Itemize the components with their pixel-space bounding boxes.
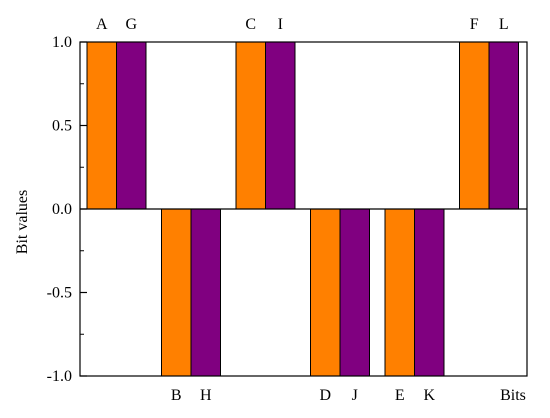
bar-label-c: C [245, 16, 256, 33]
y-tick-label: -1.0 [47, 368, 72, 385]
bar-c [235, 41, 266, 210]
bar-label-e: E [395, 387, 405, 404]
bar-label-b: B [171, 387, 182, 404]
x-axis-title: Bits [500, 387, 526, 404]
bar-h [190, 208, 221, 377]
bar-label-a: A [96, 16, 108, 33]
y-tick-label: -0.5 [47, 285, 72, 302]
bar-i [265, 41, 296, 210]
bar-label-f: F [470, 16, 479, 33]
y-tick-label: 1.0 [52, 34, 72, 51]
y-tick-label: 0.5 [52, 118, 72, 135]
bar-f [459, 41, 490, 210]
bar-label-h: H [200, 387, 212, 404]
bar-e [384, 208, 415, 377]
bar-label-d: D [319, 387, 331, 404]
bar-b [161, 208, 192, 377]
bar-label-k: K [423, 387, 435, 404]
bar-d [310, 208, 341, 377]
bar-j [339, 208, 370, 377]
bar-k [414, 208, 445, 377]
bar-label-i: I [278, 16, 283, 33]
bar-l [488, 41, 519, 210]
bar-label-g: G [125, 16, 137, 33]
bar-g [116, 41, 147, 210]
y-axis-title: Bit values [14, 190, 31, 254]
bar-label-j: J [352, 387, 358, 404]
y-tick-label: 0.0 [52, 201, 72, 218]
bar-a [86, 41, 117, 210]
bar-label-l: L [499, 16, 509, 33]
